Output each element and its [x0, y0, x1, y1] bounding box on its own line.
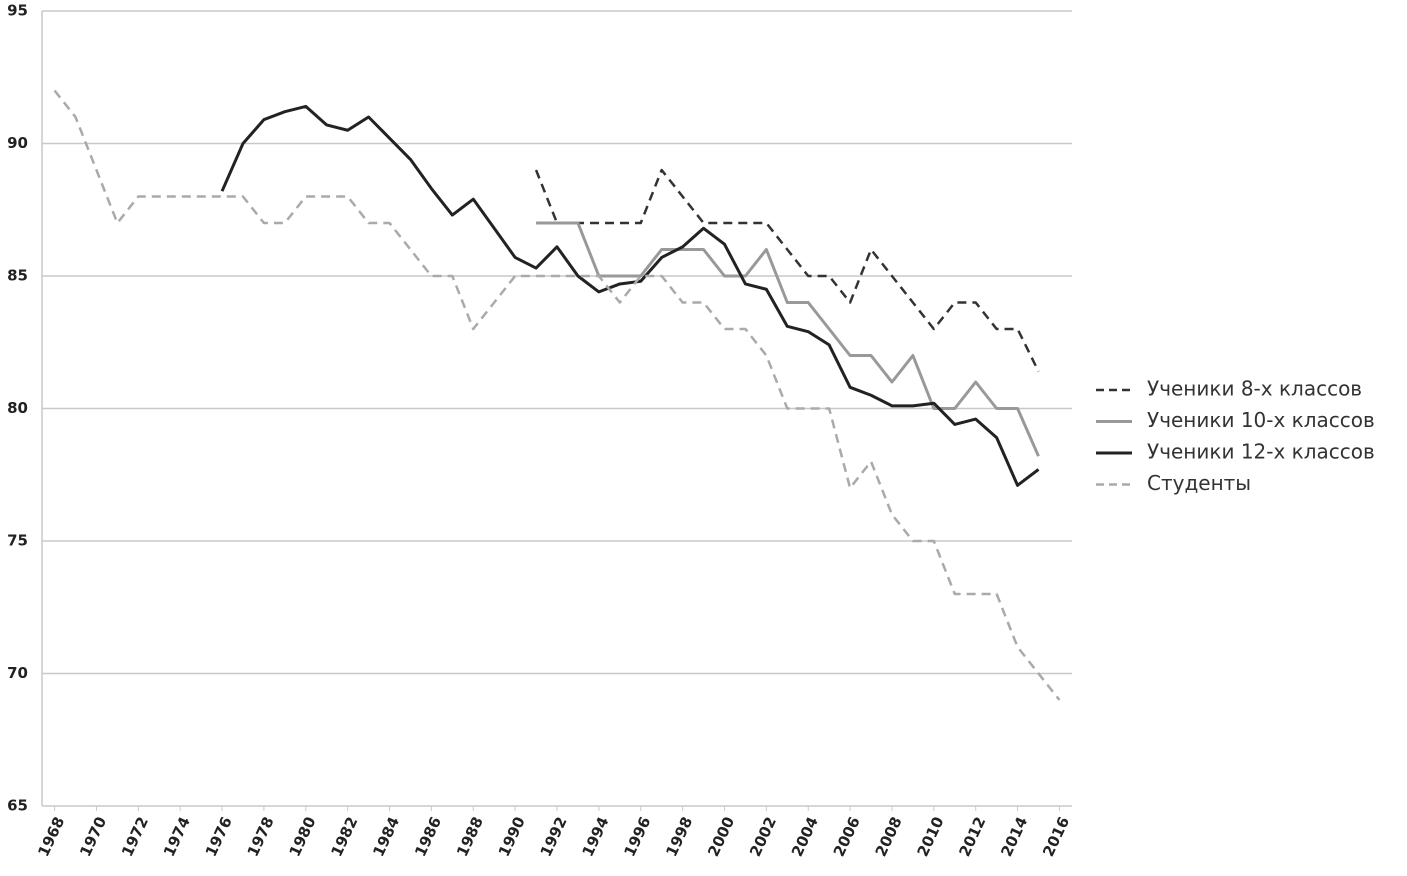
x-tick-label: 1982	[327, 814, 361, 859]
x-tick-label: 2012	[955, 814, 989, 859]
x-tick-label: 2014	[997, 814, 1031, 859]
x-tick-label: 2002	[746, 814, 780, 859]
x-tick-label: 2006	[830, 814, 864, 859]
x-tick-label: 2000	[704, 814, 738, 859]
y-tick-label: 85	[7, 267, 28, 285]
x-tick-label: 1984	[369, 814, 403, 859]
x-tick-label: 1970	[76, 814, 110, 859]
legend-label: Ученики 10-х классов	[1147, 408, 1375, 432]
x-tick-label: 1998	[662, 814, 696, 859]
x-tick-label: 1974	[160, 814, 194, 859]
x-tick-label: 2010	[914, 814, 948, 859]
x-tick-label: 2004	[788, 814, 822, 859]
series-line	[53, 89, 1061, 701]
y-tick-label: 80	[7, 399, 28, 417]
x-tick-label: 1994	[579, 814, 613, 859]
x-tick-label: 1968	[34, 814, 68, 859]
x-tick-label: 1992	[537, 814, 571, 859]
x-tick-label: 1972	[118, 814, 152, 859]
x-tick-label: 1978	[244, 814, 278, 859]
legend-label: Ученики 12-х классов	[1147, 440, 1375, 464]
x-tick-label: 2016	[1039, 814, 1073, 859]
x-tick-label: 2008	[872, 814, 906, 859]
x-tick-label: 1988	[453, 814, 487, 859]
x-tick-label: 1990	[495, 814, 529, 859]
legend-label: Студенты	[1147, 471, 1251, 495]
y-tick-label: 65	[7, 797, 28, 815]
series-line	[220, 104, 1040, 487]
y-tick-label: 95	[7, 2, 28, 20]
legend-label: Ученики 8-х классов	[1147, 377, 1362, 401]
x-tick-label: 1976	[202, 814, 236, 859]
series-line	[536, 221, 1040, 457]
series-line	[534, 168, 1040, 372]
y-tick-label: 75	[7, 532, 28, 550]
y-tick-label: 90	[7, 134, 28, 152]
x-tick-label: 1980	[286, 814, 320, 859]
x-tick-label: 1986	[411, 814, 445, 859]
y-tick-label: 70	[7, 664, 28, 682]
x-tick-label: 1996	[620, 814, 654, 859]
